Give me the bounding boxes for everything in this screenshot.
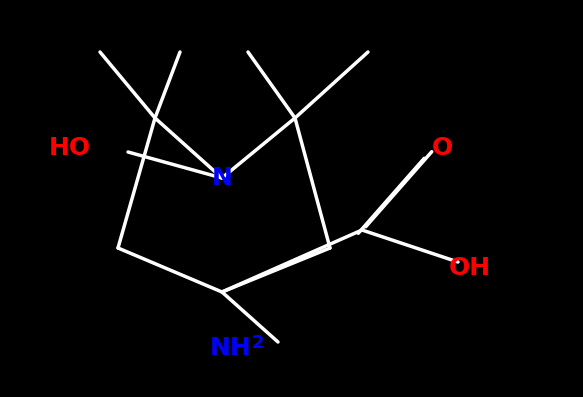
Text: OH: OH bbox=[449, 256, 491, 280]
Text: HO: HO bbox=[49, 136, 91, 160]
Text: NH: NH bbox=[210, 336, 252, 360]
Text: 2: 2 bbox=[252, 334, 265, 352]
Text: N: N bbox=[212, 166, 233, 190]
Text: O: O bbox=[431, 136, 452, 160]
